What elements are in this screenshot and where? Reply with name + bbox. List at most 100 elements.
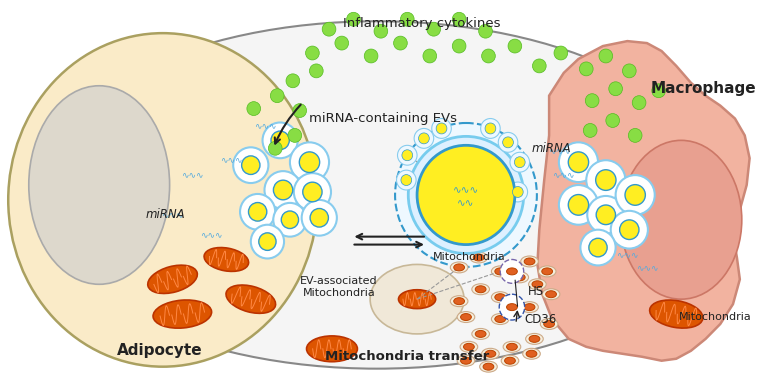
Circle shape [568,195,588,215]
Circle shape [452,39,466,53]
Ellipse shape [503,302,521,313]
Circle shape [596,205,615,225]
Ellipse shape [306,336,357,362]
Circle shape [588,196,624,234]
Text: HS: HS [528,285,544,298]
Ellipse shape [475,286,486,293]
Circle shape [589,238,607,257]
Ellipse shape [503,341,521,352]
Circle shape [300,152,319,173]
Ellipse shape [621,140,742,299]
Ellipse shape [454,298,465,305]
Ellipse shape [525,333,543,344]
Polygon shape [538,41,750,361]
Circle shape [510,152,530,172]
Text: miRNA-containing EVs: miRNA-containing EVs [309,112,457,125]
Circle shape [585,94,599,107]
Ellipse shape [450,262,468,273]
Circle shape [409,136,524,253]
Ellipse shape [525,303,535,311]
Ellipse shape [503,266,521,277]
Ellipse shape [485,350,496,357]
Ellipse shape [470,252,488,263]
Text: ∿∿∿: ∿∿∿ [254,121,276,130]
Circle shape [310,64,323,78]
Circle shape [620,220,639,239]
Circle shape [249,202,266,221]
Circle shape [623,64,636,78]
Text: Mitochondria: Mitochondria [679,312,752,322]
Ellipse shape [457,355,475,366]
Circle shape [417,145,515,245]
Circle shape [293,104,306,118]
Ellipse shape [507,268,518,275]
Circle shape [374,24,388,38]
Circle shape [616,175,655,215]
Ellipse shape [502,355,519,366]
Circle shape [432,118,452,138]
Ellipse shape [538,266,556,277]
Circle shape [402,150,412,161]
Circle shape [502,137,514,148]
Ellipse shape [532,281,543,288]
Circle shape [606,113,620,127]
Circle shape [273,180,293,200]
Text: ∿∿∿: ∿∿∿ [636,263,658,272]
Ellipse shape [454,264,465,271]
Circle shape [625,185,645,205]
Ellipse shape [8,33,317,367]
Ellipse shape [28,86,170,284]
Ellipse shape [399,290,435,309]
Ellipse shape [35,21,720,369]
Circle shape [611,211,648,248]
Circle shape [532,59,546,73]
Ellipse shape [153,300,212,328]
Circle shape [436,123,447,134]
Circle shape [515,157,525,168]
Text: miRNA: miRNA [146,208,186,221]
Circle shape [596,170,616,190]
Ellipse shape [523,348,541,359]
Text: EV-associated
Mitochondria: EV-associated Mitochondria [300,276,378,298]
Ellipse shape [226,285,276,313]
Text: Adipocyte: Adipocyte [117,343,203,358]
Circle shape [240,194,275,230]
Circle shape [452,12,466,26]
Circle shape [233,147,268,183]
Circle shape [628,129,642,143]
Circle shape [251,225,284,259]
Ellipse shape [546,291,557,298]
Text: CD36: CD36 [525,313,557,325]
Ellipse shape [480,361,497,372]
Circle shape [346,12,360,26]
Circle shape [485,123,496,134]
Text: Inflammatory cytokines: Inflammatory cytokines [343,17,501,30]
Ellipse shape [461,314,472,320]
Circle shape [499,294,525,320]
Text: ∿∿∿: ∿∿∿ [200,230,223,239]
Circle shape [268,141,282,155]
Circle shape [286,74,300,88]
Circle shape [500,259,524,283]
Ellipse shape [521,302,538,313]
Ellipse shape [492,292,509,303]
Text: Mitochondria transfer: Mitochondria transfer [325,350,489,363]
Ellipse shape [147,265,197,293]
Circle shape [270,89,284,103]
Ellipse shape [511,272,528,283]
Circle shape [559,185,598,225]
Ellipse shape [492,266,509,277]
Text: ∿∿∿: ∿∿∿ [616,250,639,259]
Ellipse shape [507,303,518,311]
Circle shape [579,62,593,76]
Circle shape [335,36,349,50]
Circle shape [281,211,299,228]
Ellipse shape [525,258,535,265]
Ellipse shape [495,294,505,301]
Circle shape [393,36,407,50]
Ellipse shape [473,254,484,261]
Ellipse shape [526,350,537,357]
Text: Mitochondria: Mitochondria [432,253,505,262]
Circle shape [242,156,260,175]
Circle shape [581,230,616,265]
